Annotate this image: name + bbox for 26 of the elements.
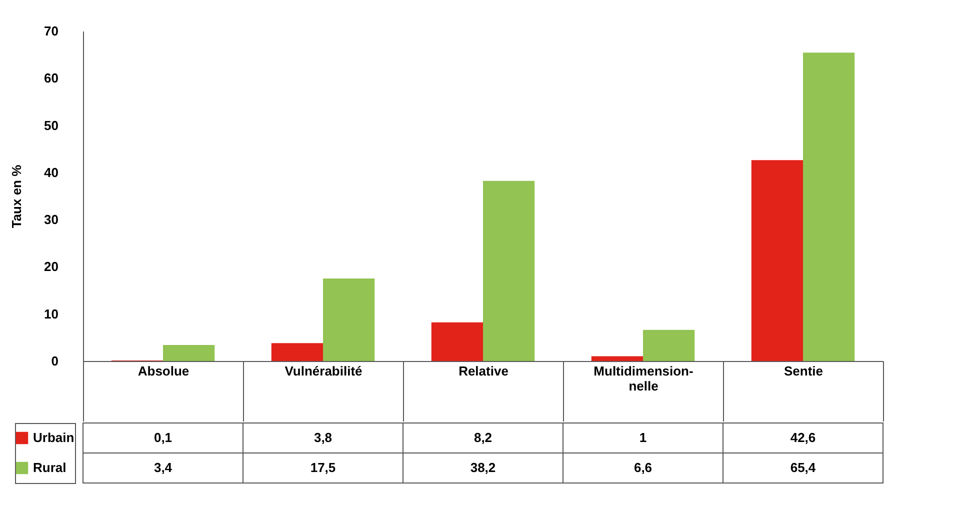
y-axis-title: Taux en % xyxy=(9,164,24,228)
y-tick-label: 0 xyxy=(51,354,58,368)
x-tick-label: Absolue xyxy=(138,364,190,378)
y-tick-label: 40 xyxy=(44,164,58,180)
y-tick-label: 10 xyxy=(44,306,58,322)
x-tick-label: Sentie xyxy=(784,364,824,378)
x-tick-label: Relative xyxy=(458,364,508,378)
data-label: 6,6 xyxy=(634,460,652,475)
data-label: 8,2 xyxy=(474,430,492,445)
data-label: 65,4 xyxy=(790,460,816,475)
x-tick-label: Vulnérabilité xyxy=(284,364,362,378)
y-tick-label: 30 xyxy=(44,212,58,228)
legend-label: Urbain xyxy=(33,430,74,445)
y-tick-label: 50 xyxy=(44,118,58,133)
data-label: 42,6 xyxy=(790,430,816,445)
data-label: 0,1 xyxy=(154,430,172,445)
x-tick-label: Multidimension-nelle xyxy=(594,364,694,394)
data-label: 1 xyxy=(639,430,647,445)
y-tick-label: 70 xyxy=(44,24,58,38)
data-label: 17,5 xyxy=(310,460,336,475)
y-tick-label: 60 xyxy=(44,70,58,86)
y-tick-label: 20 xyxy=(44,259,58,274)
data-label: 38,2 xyxy=(470,460,496,475)
data-label: 3,4 xyxy=(154,460,173,475)
data-label: 3,8 xyxy=(314,430,332,445)
legend-label: Rural xyxy=(33,460,66,475)
